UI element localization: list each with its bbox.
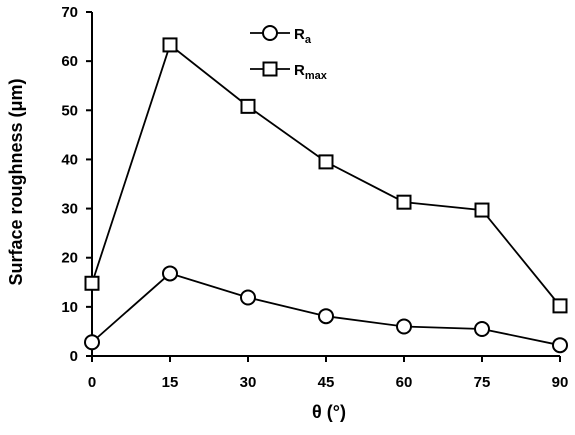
marker-rmax — [318, 154, 334, 170]
legend-item-rmax: Rmax — [250, 61, 328, 82]
y-tick-label: 40 — [61, 151, 78, 168]
series-markers — [84, 37, 568, 354]
axes: 0 10 20 30 40 50 60 70 0 15 30 45 60 75 90 — [61, 4, 568, 391]
series-line-rmax — [91, 43, 561, 307]
x-tick-label: 60 — [396, 374, 413, 391]
marker-rmax — [552, 298, 568, 314]
y-tick-label: 70 — [61, 4, 78, 21]
legend-item-ra: Ra — [250, 25, 312, 46]
marker-ra — [552, 337, 568, 354]
y-tick-label: 10 — [61, 299, 78, 316]
marker-ra — [396, 318, 412, 335]
y-tick-label: 20 — [61, 250, 78, 267]
marker-ra — [240, 289, 256, 306]
x-axis-title: θ (°) — [312, 402, 346, 422]
marker-ra — [474, 320, 490, 337]
x-tick-label: 30 — [240, 374, 257, 391]
marker-rmax — [396, 194, 412, 210]
marker-ra — [318, 308, 334, 325]
legend-marker — [262, 61, 278, 77]
legend: Ra Rmax — [250, 25, 328, 82]
y-tick-label: 50 — [61, 102, 78, 119]
marker-ra — [84, 334, 100, 351]
x-tick-label: 0 — [88, 374, 96, 391]
y-tick-label: 30 — [61, 201, 78, 218]
y-axis-title: Surface roughness (μm) — [6, 78, 26, 285]
marker-rmax — [474, 202, 490, 218]
marker-rmax — [240, 98, 256, 114]
x-tick-label: 15 — [162, 374, 179, 391]
legend-label: Ra — [294, 26, 312, 46]
series-lines — [91, 43, 561, 347]
x-tick-label: 90 — [552, 374, 569, 391]
marker-rmax — [162, 37, 178, 53]
legend-marker — [262, 25, 278, 41]
marker-ra — [162, 265, 178, 282]
y-tick-label: 60 — [61, 53, 78, 70]
x-tick-label: 75 — [474, 374, 491, 391]
legend-label: Rmax — [294, 62, 328, 82]
y-tick-label: 0 — [70, 348, 78, 365]
marker-rmax — [84, 275, 100, 291]
x-tick-label: 45 — [318, 374, 335, 391]
